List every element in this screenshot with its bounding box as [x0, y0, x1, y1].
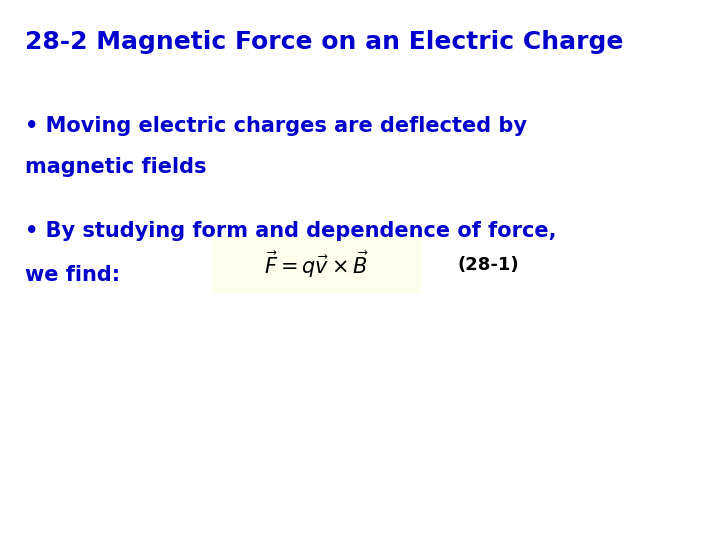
Text: • By studying form and dependence of force,: • By studying form and dependence of for…: [25, 221, 557, 241]
Text: we find:: we find:: [25, 265, 120, 285]
Text: magnetic fields: magnetic fields: [25, 157, 207, 177]
Text: $\vec{F} = q\vec{v} \times \vec{B}$: $\vec{F} = q\vec{v} \times \vec{B}$: [264, 249, 369, 280]
Text: 28-2 Magnetic Force on an Electric Charge: 28-2 Magnetic Force on an Electric Charg…: [25, 30, 624, 53]
Text: (28-1): (28-1): [457, 255, 519, 274]
Text: • Moving electric charges are deflected by: • Moving electric charges are deflected …: [25, 116, 527, 136]
FancyBboxPatch shape: [212, 235, 421, 294]
